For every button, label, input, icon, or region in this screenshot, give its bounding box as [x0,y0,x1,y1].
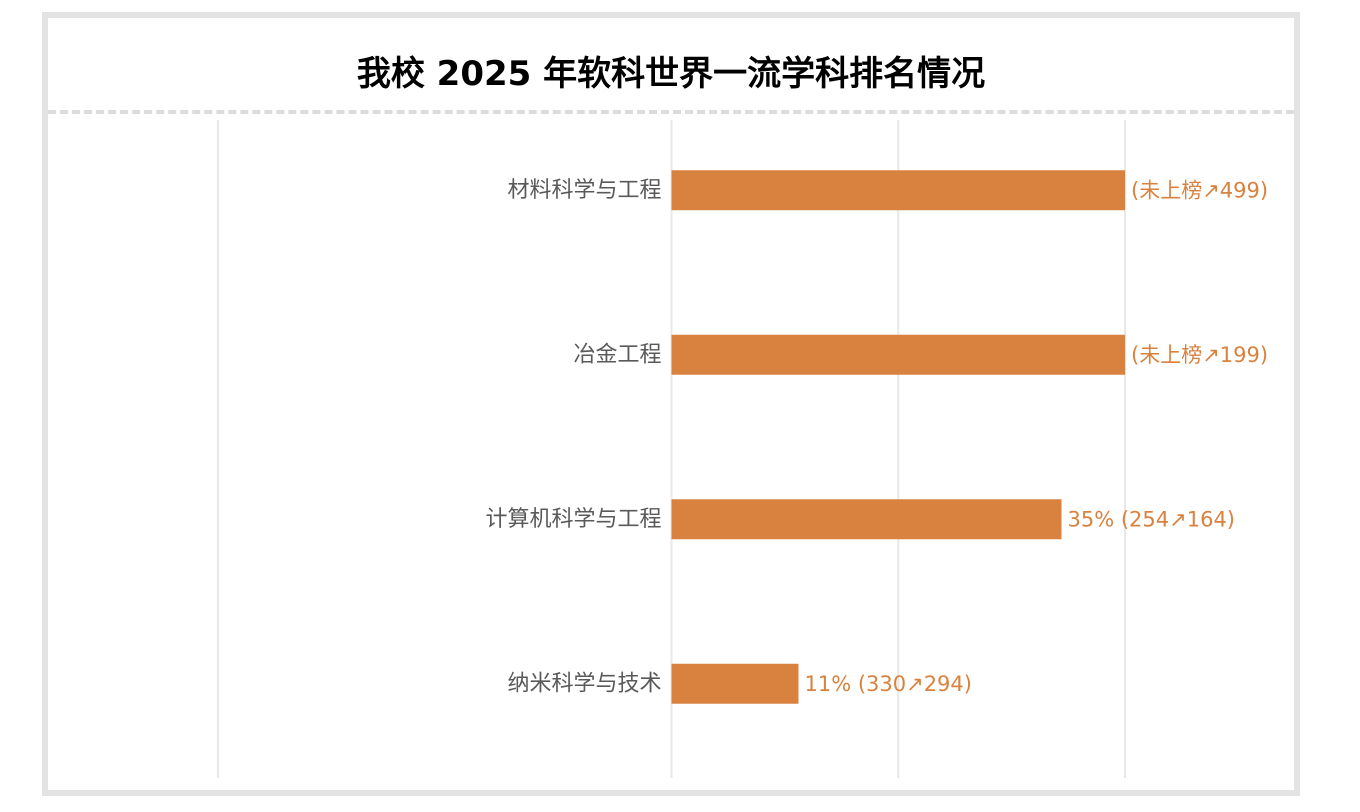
value-label-3: 11% (330↗294) [804,672,972,696]
bar-2 [671,499,1062,540]
bars [671,170,1125,704]
value-label-2: 35% (254↗164) [1068,507,1236,531]
bar-3 [671,663,799,704]
category-label-2: 计算机科学与工程 [485,507,661,532]
title-divider [48,110,1294,114]
chart-title: 我校 2025 年软科世界一流学科排名情况 [356,54,986,94]
value-label-0: (未上榜↗499) [1131,178,1268,202]
category-label-0: 材料科学与工程 [507,178,661,203]
gridlines [217,120,1126,778]
value-label-1: (未上榜↗199) [1131,343,1268,367]
category-label-1: 冶金工程 [573,342,661,367]
category-label-3: 纳米科学与技术 [507,671,661,696]
bar-0 [671,170,1125,211]
value-labels: (未上榜↗499) (未上榜↗199) 35% (254↗164) 11% (330↗… [804,178,1268,696]
bar-1 [671,334,1125,375]
